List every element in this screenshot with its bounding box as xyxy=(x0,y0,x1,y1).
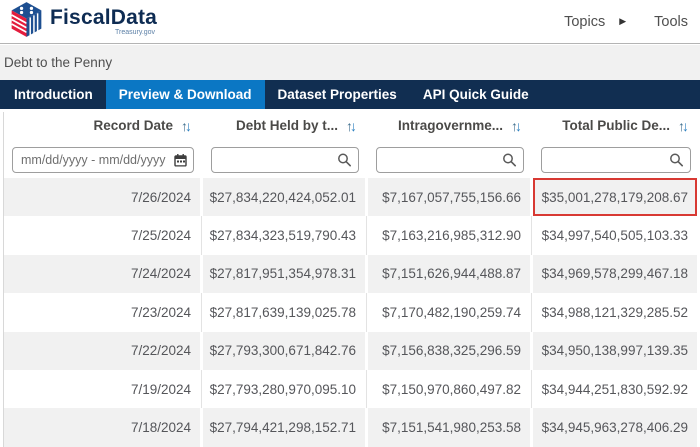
column-header-intragovernmental: Intragovernme... ↑↓ xyxy=(368,118,530,134)
total-debt-cell-highlighted: $35,001,278,179,208.67 xyxy=(533,178,697,217)
column-header-debt-held: Debt Held by t... ↑↓ xyxy=(203,118,365,134)
brand-subtitle: Treasury.gov xyxy=(114,29,156,36)
data-table: Record Date ↑↓ Debt Held by t... ↑↓ Intr… xyxy=(0,109,700,447)
intragovernmental-cell: $7,170,482,190,259.74 xyxy=(382,304,521,320)
record-date-cell: 7/24/2024 xyxy=(4,254,200,294)
debt-held-cell: $27,817,951,354,978.31 xyxy=(203,254,365,294)
table-body: 7/26/2024 $27,834,220,424,052.01 $7,167,… xyxy=(0,178,700,447)
tab-dataset-properties[interactable]: Dataset Properties xyxy=(277,87,397,102)
debt-held-cell: $27,834,220,424,052.01 xyxy=(203,178,365,217)
breadcrumb: Debt to the Penny xyxy=(4,55,113,70)
table-row: 7/25/2024 $27,834,323,519,790.43 $7,163,… xyxy=(4,216,700,255)
table-row: 7/18/2024 $27,794,421,298,152.71 $7,151,… xyxy=(4,408,700,447)
magnifier-icon xyxy=(502,153,517,168)
table-filter-row xyxy=(4,142,700,178)
search-input-debt-held[interactable] xyxy=(211,147,359,173)
column-header-record-date: Record Date ↑↓ xyxy=(4,118,200,134)
table-row: 7/23/2024 $27,817,639,139,025.78 $7,170,… xyxy=(4,293,700,332)
table-row: 7/26/2024 $27,834,220,424,052.01 $7,167,… xyxy=(4,178,700,217)
tab-bar: Introduction Preview & Download Dataset … xyxy=(0,80,700,109)
debt-held-cell: $27,817,639,139,025.78 xyxy=(209,304,356,320)
brand-name: FiscalData xyxy=(50,6,158,29)
breadcrumb-bar: Debt to the Penny xyxy=(0,45,700,80)
sort-icon[interactable]: ↑↓ xyxy=(346,117,357,134)
site-header: FiscalData Treasury.gov Topics ▶ Tools xyxy=(0,0,700,44)
caret-right-icon: ▶ xyxy=(619,16,627,26)
intragovernmental-cell: $7,150,970,860,497.82 xyxy=(382,381,521,397)
search-input-intragovernmental[interactable] xyxy=(376,147,524,173)
tab-preview-download[interactable]: Preview & Download xyxy=(105,80,265,109)
total-debt-cell: $34,969,578,299,467.18 xyxy=(533,254,697,294)
table-row: 7/24/2024 $27,817,951,354,978.31 $7,151,… xyxy=(4,254,700,294)
intragovernmental-cell: $7,151,626,944,488.87 xyxy=(368,254,530,294)
debt-held-cell: $27,793,280,970,095.10 xyxy=(209,381,356,397)
sort-icon[interactable]: ↑↓ xyxy=(678,117,689,134)
total-debt-cell: $34,997,540,505,103.33 xyxy=(541,228,688,244)
nav-tools[interactable]: Tools xyxy=(654,13,688,30)
magnifier-icon xyxy=(669,153,684,168)
debt-held-cell: $27,793,300,671,842.76 xyxy=(203,331,365,370)
tab-introduction[interactable]: Introduction xyxy=(14,87,93,102)
total-debt-cell: $34,950,138,997,139.35 xyxy=(533,331,697,370)
record-date-cell: 7/25/2024 xyxy=(130,228,191,244)
search-input-total-public-debt[interactable] xyxy=(541,147,691,173)
column-header-total-public-debt: Total Public De... ↑↓ xyxy=(533,118,697,134)
record-date-cell: 7/19/2024 xyxy=(130,381,191,397)
sort-icon[interactable]: ↑↓ xyxy=(511,117,522,134)
table-left-border xyxy=(3,112,4,447)
intragovernmental-cell: $7,151,541,980,253.58 xyxy=(368,408,530,447)
top-nav: Topics ▶ Tools xyxy=(564,14,690,30)
total-debt-cell: $34,944,251,830,592.92 xyxy=(541,381,688,397)
intragovernmental-cell: $7,163,216,985,312.90 xyxy=(382,228,521,244)
total-debt-cell: $34,988,121,329,285.52 xyxy=(541,304,688,320)
record-date-cell: 7/26/2024 xyxy=(4,178,200,217)
table-row: 7/22/2024 $27,793,300,671,842.76 $7,156,… xyxy=(4,331,700,370)
record-date-cell: 7/18/2024 xyxy=(4,408,200,447)
debt-held-cell: $27,834,323,519,790.43 xyxy=(209,228,356,244)
nav-topics[interactable]: Topics xyxy=(564,13,606,30)
record-date-cell: 7/22/2024 xyxy=(4,331,200,370)
intragovernmental-cell: $7,167,057,755,156.66 xyxy=(368,178,530,217)
date-range-input[interactable] xyxy=(12,147,194,173)
sort-icon[interactable]: ↑↓ xyxy=(181,117,192,134)
table-row: 7/19/2024 $27,793,280,970,095.10 $7,150,… xyxy=(4,369,700,409)
intragovernmental-cell: $7,156,838,325,296.59 xyxy=(368,331,530,370)
tab-api-quick-guide[interactable]: API Quick Guide xyxy=(422,87,529,102)
flag-cube-icon xyxy=(10,1,43,43)
fiscaldata-logo[interactable]: FiscalData Treasury.gov xyxy=(10,1,157,43)
total-debt-cell: $34,945,963,278,406.29 xyxy=(533,408,697,447)
table-header-row: Record Date ↑↓ Debt Held by t... ↑↓ Intr… xyxy=(4,109,700,142)
magnifier-icon xyxy=(337,153,352,168)
debt-held-cell: $27,794,421,298,152.71 xyxy=(203,408,365,447)
calendar-icon[interactable] xyxy=(174,154,187,167)
record-date-cell: 7/23/2024 xyxy=(130,304,191,320)
